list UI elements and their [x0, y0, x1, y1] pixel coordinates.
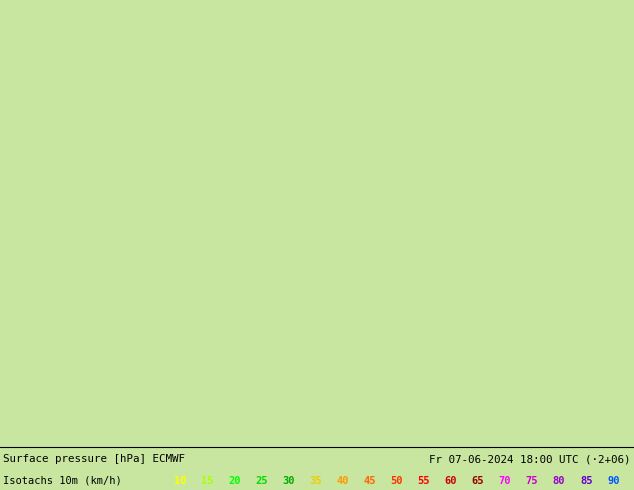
Text: Surface pressure [hPa] ECMWF: Surface pressure [hPa] ECMWF	[3, 454, 185, 465]
Text: 20: 20	[228, 476, 240, 486]
Text: 90: 90	[607, 476, 619, 486]
Text: 30: 30	[282, 476, 295, 486]
Text: 55: 55	[417, 476, 430, 486]
Text: 65: 65	[472, 476, 484, 486]
Text: 15: 15	[201, 476, 214, 486]
Text: 50: 50	[391, 476, 403, 486]
Text: 85: 85	[580, 476, 592, 486]
Text: Isotachs 10m (km/h): Isotachs 10m (km/h)	[3, 476, 122, 486]
Text: 75: 75	[526, 476, 538, 486]
Text: 80: 80	[553, 476, 566, 486]
Text: 60: 60	[444, 476, 457, 486]
Text: 25: 25	[255, 476, 268, 486]
Text: 35: 35	[309, 476, 321, 486]
Text: 45: 45	[363, 476, 376, 486]
Text: 40: 40	[336, 476, 349, 486]
Text: 10: 10	[174, 476, 186, 486]
Text: Fr 07-06-2024 18:00 UTC (·2+06): Fr 07-06-2024 18:00 UTC (·2+06)	[429, 454, 631, 465]
Text: 70: 70	[499, 476, 511, 486]
